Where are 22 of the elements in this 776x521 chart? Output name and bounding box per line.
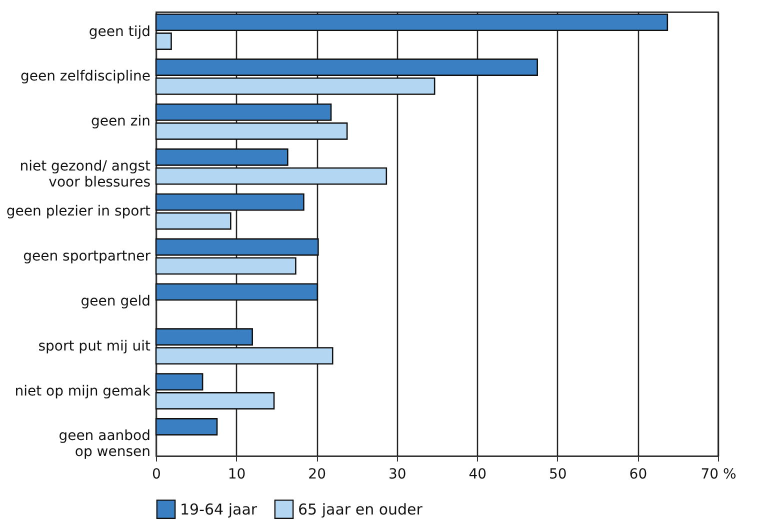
x-tick-label: 30 [388, 466, 406, 482]
y-tick-label: geen zelfdiscipline [20, 68, 150, 85]
x-tick-label: 70 % [700, 466, 736, 482]
bar [155, 283, 318, 301]
x-tick-label: 20 [308, 466, 326, 482]
bar [155, 418, 218, 436]
y-tick-label: geen aanbod op wensen [58, 428, 150, 460]
legend-label: 65 jaar en ouder [298, 500, 424, 518]
x-tick-label: 10 [228, 466, 246, 482]
x-tick-label: 40 [468, 466, 487, 482]
y-tick-label: niet gezond/ angst voor blessures [20, 158, 152, 191]
x-tick-label: 0 [152, 466, 161, 482]
y-tick-label: sport put mij uit [38, 338, 152, 354]
legend-label: 19-64 jaar [180, 500, 258, 518]
y-tick-label: geen sportpartner [23, 248, 151, 264]
y-tick-label: geen zin [90, 114, 150, 130]
x-tick-label: 50 [549, 466, 567, 482]
x-tick-label: 60 [629, 466, 648, 482]
y-tick-label: geen tijd [88, 24, 150, 40]
y-tick-label: niet op mijn gemak [14, 383, 152, 400]
y-tick-label: geen geld [80, 293, 150, 310]
y-tick-label: geen plezier in sport [6, 204, 152, 220]
